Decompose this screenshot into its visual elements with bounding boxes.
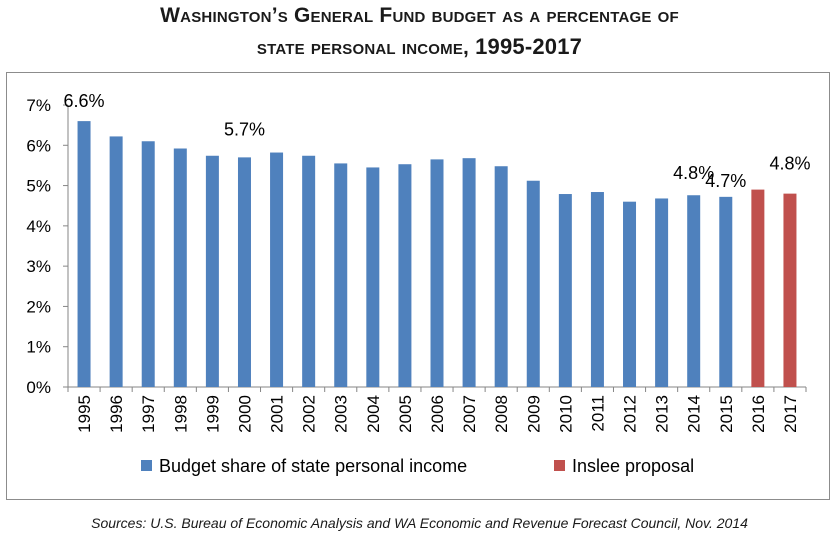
data-label: 5.7% [224, 119, 265, 139]
bar [655, 198, 669, 387]
bar [334, 163, 348, 387]
bar [302, 155, 316, 387]
x-tick-label: 2009 [524, 395, 543, 433]
x-tick-label: 2013 [653, 395, 672, 433]
chart-frame [6, 72, 830, 500]
y-tick-label: 5% [26, 177, 51, 196]
data-label: 4.8% [769, 154, 810, 174]
y-tick-label: 2% [26, 297, 51, 316]
x-tick-label: 2016 [749, 395, 768, 433]
x-tick-label: 1997 [139, 395, 158, 433]
x-tick-label: 1998 [171, 395, 190, 433]
data-label: 4.8% [673, 163, 714, 183]
x-tick-label: 2008 [492, 395, 511, 433]
chart-title-line-1: Washington’s General Fund budget as a pe… [160, 4, 679, 27]
x-tick-label: 2010 [556, 395, 575, 433]
legend-label: Inslee proposal [572, 456, 694, 476]
x-tick-label: 2006 [428, 395, 447, 433]
source-note: Sources: U.S. Bureau of Economic Analysi… [91, 515, 748, 531]
x-tick-label: 1996 [107, 395, 126, 433]
x-tick-label: 1999 [203, 395, 222, 433]
y-tick-label: 4% [26, 217, 51, 236]
y-tick-label: 6% [26, 136, 51, 155]
x-tick-label: 2007 [460, 395, 479, 433]
bar [687, 195, 701, 387]
bar [205, 155, 219, 387]
bar [173, 148, 187, 387]
y-tick-label: 7% [26, 96, 51, 115]
bar [366, 167, 380, 387]
y-tick-label: 3% [26, 257, 51, 276]
x-tick-label: 2004 [364, 395, 383, 433]
bar [783, 193, 797, 387]
bar [462, 158, 476, 387]
bar [526, 180, 540, 387]
x-tick-label: 2014 [685, 395, 704, 433]
chart-title-text: state personal income, [256, 36, 470, 59]
bar [77, 121, 91, 387]
legend-swatch [554, 460, 565, 471]
bar [719, 196, 733, 387]
bar [398, 164, 412, 387]
x-tick-label: 2012 [621, 395, 640, 433]
bar [270, 152, 284, 387]
bar [558, 194, 572, 387]
x-tick-label: 2001 [268, 395, 287, 433]
y-tick-label: 0% [26, 378, 51, 397]
bar [141, 141, 155, 387]
x-tick-label: 2017 [781, 395, 800, 433]
legend-label: Budget share of state personal income [159, 456, 467, 476]
bar [623, 201, 637, 387]
y-tick-label: 1% [26, 338, 51, 357]
x-tick-label: 1995 [75, 395, 94, 433]
x-tick-label: 2003 [332, 395, 351, 433]
bar [430, 159, 444, 387]
legend-swatch [141, 460, 152, 471]
bar [237, 157, 251, 387]
data-label: 6.6% [64, 91, 105, 111]
bar [751, 189, 765, 387]
bar [590, 192, 604, 387]
data-label: 4.7% [705, 171, 746, 191]
x-tick-label: 2005 [396, 395, 415, 433]
x-tick-label: 2011 [588, 395, 607, 432]
x-tick-label: 2002 [300, 395, 319, 433]
chart-title-years: 1995-2017 [475, 34, 583, 59]
bar [494, 166, 508, 387]
bar [109, 136, 123, 387]
chart-title-line-2: state personal income, 1995-2017 [0, 34, 839, 60]
x-tick-label: 2000 [235, 395, 254, 433]
x-tick-label: 2015 [717, 395, 736, 433]
